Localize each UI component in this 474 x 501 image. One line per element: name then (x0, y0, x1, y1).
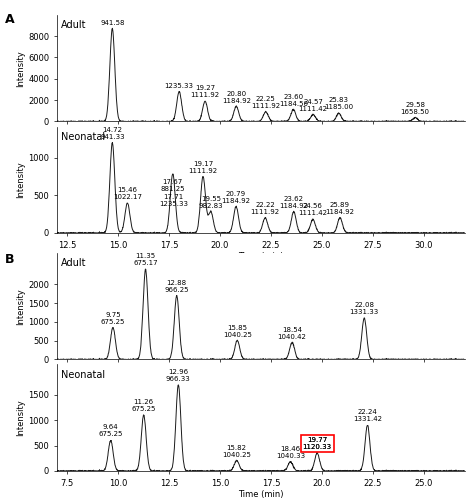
Text: 19.55
982.83: 19.55 982.83 (199, 196, 223, 209)
Text: 25.89
1184.92: 25.89 1184.92 (326, 202, 355, 215)
Text: 23.60
1184.50: 23.60 1184.50 (279, 94, 308, 107)
Text: 14.72
941.33: 14.72 941.33 (100, 127, 125, 140)
Y-axis label: Intensity: Intensity (17, 399, 26, 436)
Text: 24.56
1111.42: 24.56 1111.42 (298, 203, 328, 216)
X-axis label: Time (min): Time (min) (238, 253, 283, 262)
Text: 25.83
1185.00: 25.83 1185.00 (324, 98, 353, 110)
Text: 29.58
1658.50: 29.58 1658.50 (401, 102, 430, 115)
Text: 24.57
1111.42: 24.57 1111.42 (299, 99, 328, 112)
Text: 20.80
1184.92: 20.80 1184.92 (222, 91, 251, 104)
Text: 12.88
966.25: 12.88 966.25 (164, 280, 189, 293)
Y-axis label: Intensity: Intensity (17, 288, 26, 325)
Text: 1235.33: 1235.33 (164, 83, 194, 89)
X-axis label: Time (min): Time (min) (238, 490, 283, 499)
Text: B: B (5, 253, 14, 266)
Text: Neonatal: Neonatal (61, 370, 105, 380)
Text: 9.75
675.25: 9.75 675.25 (101, 312, 125, 325)
Text: 17.71
1235.33: 17.71 1235.33 (159, 194, 188, 207)
Text: 22.25
1111.92: 22.25 1111.92 (251, 96, 280, 109)
Text: 18.46
1040.33: 18.46 1040.33 (276, 446, 305, 459)
Text: 941.58: 941.58 (100, 20, 125, 26)
Text: 17.67
881.25: 17.67 881.25 (160, 179, 185, 192)
Text: 18.54
1040.42: 18.54 1040.42 (278, 327, 307, 340)
Text: 20.79
1184.92: 20.79 1184.92 (221, 191, 251, 203)
Y-axis label: Intensity: Intensity (17, 161, 26, 198)
Text: 23.62
1184.92: 23.62 1184.92 (279, 196, 308, 209)
Text: 22.22
1111.92: 22.22 1111.92 (251, 202, 280, 215)
Text: Adult: Adult (61, 21, 86, 31)
Text: 19.27
1111.92: 19.27 1111.92 (191, 85, 219, 98)
Text: 19.77
1120.33: 19.77 1120.33 (302, 437, 332, 450)
Text: 19.17
1111.92: 19.17 1111.92 (189, 161, 218, 173)
Text: 9.64
675.25: 9.64 675.25 (99, 424, 123, 437)
Text: 15.82
1040.25: 15.82 1040.25 (222, 445, 251, 458)
Text: 11.26
675.25: 11.26 675.25 (131, 399, 156, 412)
Text: A: A (5, 13, 14, 26)
Text: 22.08
1331.33: 22.08 1331.33 (350, 302, 379, 315)
Text: 22.24
1331.42: 22.24 1331.42 (353, 409, 382, 422)
Text: 11.35
675.17: 11.35 675.17 (133, 254, 158, 267)
Text: 15.46
1022.17: 15.46 1022.17 (113, 187, 142, 200)
Text: Neonatal: Neonatal (61, 132, 105, 142)
Text: 19.77
1120.33: 19.77 1120.33 (302, 437, 332, 450)
Text: 12.96
966.33: 12.96 966.33 (166, 369, 191, 382)
Y-axis label: Intensity: Intensity (16, 50, 25, 87)
Text: 15.85
1040.25: 15.85 1040.25 (223, 325, 252, 338)
Text: Adult: Adult (61, 259, 86, 269)
